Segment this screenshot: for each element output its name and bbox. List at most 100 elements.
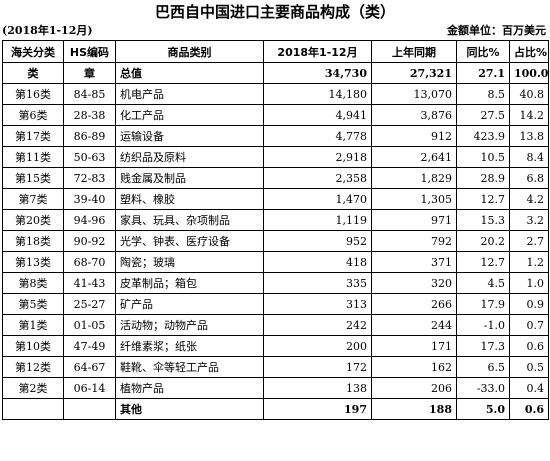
cell-value-2018: 418 <box>263 251 372 273</box>
subtitle-row: (2018年1-12月) 金额单位：百万美元 <box>2 23 548 39</box>
cell-yoy: 6.5 <box>456 356 510 378</box>
cell-hs-code: 84-85 <box>63 83 116 105</box>
table-row: 第20类 94-96 家具、玩具、杂项制品 1,119 971 15.3 3.2 <box>2 209 549 231</box>
cell-class: 第17类 <box>2 125 64 147</box>
cell-value-2018: 242 <box>263 314 372 336</box>
unit-label: 金额单位：百万美元 <box>447 24 546 37</box>
cell-value-prev: 162 <box>371 356 457 378</box>
cell-value-2018: 172 <box>263 356 372 378</box>
cell-share: 2.7 <box>509 230 549 252</box>
cell-value-prev: 266 <box>371 293 457 315</box>
cell-yoy: 17.9 <box>456 293 510 315</box>
cell-value-prev: 971 <box>371 209 457 231</box>
table-title: 巴西自中国进口主要商品构成（类） <box>154 3 395 21</box>
cell-value-2018: 1,119 <box>263 209 372 231</box>
header-category: 商品类别 <box>115 40 264 63</box>
cell-share: 0.6 <box>509 398 549 420</box>
cell-share: 40.8 <box>509 83 549 105</box>
cell-share: 0.7 <box>509 314 549 336</box>
cell-category: 机电产品 <box>115 83 264 105</box>
commodity-table: 海关分类 HS编码 商品类别 2018年1-12月 上年同期 同比% 占比% 类… <box>2 40 549 420</box>
table-row: 第5类 25-27 矿产品 313 266 17.9 0.9 <box>2 293 549 315</box>
cell-category: 陶瓷；玻璃 <box>115 251 264 273</box>
cell-value-prev: 27,321 <box>371 62 457 84</box>
other-row: 其他 197 188 5.0 0.6 <box>2 398 549 420</box>
cell-hs-code: 01-05 <box>63 314 116 336</box>
cell-hs-code: 25-27 <box>63 293 116 315</box>
cell-class: 第20类 <box>2 209 64 231</box>
cell-yoy: 20.2 <box>456 230 510 252</box>
cell-hs-code: 28-38 <box>63 104 116 126</box>
header-row: 海关分类 HS编码 商品类别 2018年1-12月 上年同期 同比% 占比% <box>2 40 549 63</box>
table-row: 第2类 06-14 植物产品 138 206 -33.0 0.4 <box>2 377 549 399</box>
cell-share: 8.4 <box>509 146 549 168</box>
cell-value-prev: 3,876 <box>371 104 457 126</box>
cell-value-prev: 171 <box>371 335 457 357</box>
cell-value-2018: 4,778 <box>263 125 372 147</box>
table-row: 第15类 72-83 贱金属及制品 2,358 1,829 28.9 6.8 <box>2 167 549 189</box>
cell-share: 0.5 <box>509 356 549 378</box>
table-row: 第12类 64-67 鞋靴、伞等轻工产品 172 162 6.5 0.5 <box>2 356 549 378</box>
cell-category: 皮革制品；箱包 <box>115 272 264 294</box>
table-row: 第7类 39-40 塑料、橡胶 1,470 1,305 12.7 4.2 <box>2 188 549 210</box>
cell-yoy: 12.7 <box>456 251 510 273</box>
cell-category: 纤维素浆；纸张 <box>115 335 264 357</box>
cell-value-2018: 2,358 <box>263 167 372 189</box>
cell-category: 总值 <box>115 62 264 84</box>
period-label: (2018年1-12月) <box>2 24 93 37</box>
cell-category: 运输设备 <box>115 125 264 147</box>
cell-hs-code: 86-89 <box>63 125 116 147</box>
table-row: 第17类 86-89 运输设备 4,778 912 423.9 13.8 <box>2 125 549 147</box>
table-row: 第18类 90-92 光学、钟表、医疗设备 952 792 20.2 2.7 <box>2 230 549 252</box>
cell-value-2018: 34,730 <box>263 62 372 84</box>
cell-class: 第1类 <box>2 314 64 336</box>
cell-yoy: 8.5 <box>456 83 510 105</box>
cell-hs-code: 68-70 <box>63 251 116 273</box>
cell-category: 矿产品 <box>115 293 264 315</box>
cell-value-prev: 13,070 <box>371 83 457 105</box>
cell-yoy: -33.0 <box>456 377 510 399</box>
cell-value-prev: 206 <box>371 377 457 399</box>
cell-share: 0.6 <box>509 335 549 357</box>
cell-value-2018: 2,918 <box>263 146 372 168</box>
cell-share: 4.2 <box>509 188 549 210</box>
cell-category: 鞋靴、伞等轻工产品 <box>115 356 264 378</box>
cell-value-2018: 138 <box>263 377 372 399</box>
cell-value-prev: 1,305 <box>371 188 457 210</box>
cell-value-2018: 952 <box>263 230 372 252</box>
cell-class: 第16类 <box>2 83 64 105</box>
cell-value-prev: 320 <box>371 272 457 294</box>
cell-category: 植物产品 <box>115 377 264 399</box>
cell-yoy: 12.7 <box>456 188 510 210</box>
cell-class: 第12类 <box>2 356 64 378</box>
header-hs-code: HS编码 <box>63 40 116 63</box>
cell-share: 1.0 <box>509 272 549 294</box>
cell-category: 纺织品及原料 <box>115 146 264 168</box>
cell-value-prev: 792 <box>371 230 457 252</box>
cell-class: 第7类 <box>2 188 64 210</box>
cell-value-2018: 335 <box>263 272 372 294</box>
cell-value-prev: 2,641 <box>371 146 457 168</box>
cell-yoy: 4.5 <box>456 272 510 294</box>
cell-value-prev: 188 <box>371 398 457 420</box>
cell-value-2018: 1,470 <box>263 188 372 210</box>
cell-share: 14.2 <box>509 104 549 126</box>
cell-category: 活动物；动物产品 <box>115 314 264 336</box>
table-row: 第13类 68-70 陶瓷；玻璃 418 371 12.7 1.2 <box>2 251 549 273</box>
cell-category: 贱金属及制品 <box>115 167 264 189</box>
header-share: 占比% <box>509 40 549 63</box>
cell-yoy: 27.5 <box>456 104 510 126</box>
cell-hs-code: 章 <box>63 62 116 84</box>
table-row: 第8类 41-43 皮革制品；箱包 335 320 4.5 1.0 <box>2 272 549 294</box>
table-row: 第16类 84-85 机电产品 14,180 13,070 8.5 40.8 <box>2 83 549 105</box>
cell-share: 13.8 <box>509 125 549 147</box>
cell-category: 光学、钟表、医疗设备 <box>115 230 264 252</box>
cell-class: 第5类 <box>2 293 64 315</box>
cell-yoy: 15.3 <box>456 209 510 231</box>
header-yoy: 同比% <box>456 40 510 63</box>
cell-value-2018: 200 <box>263 335 372 357</box>
cell-value-prev: 1,829 <box>371 167 457 189</box>
cell-yoy: 5.0 <box>456 398 510 420</box>
cell-class: 第18类 <box>2 230 64 252</box>
cell-hs-code: 64-67 <box>63 356 116 378</box>
